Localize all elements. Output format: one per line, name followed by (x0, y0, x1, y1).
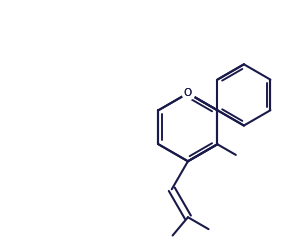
Text: O: O (184, 88, 192, 98)
Text: O: O (184, 88, 192, 98)
